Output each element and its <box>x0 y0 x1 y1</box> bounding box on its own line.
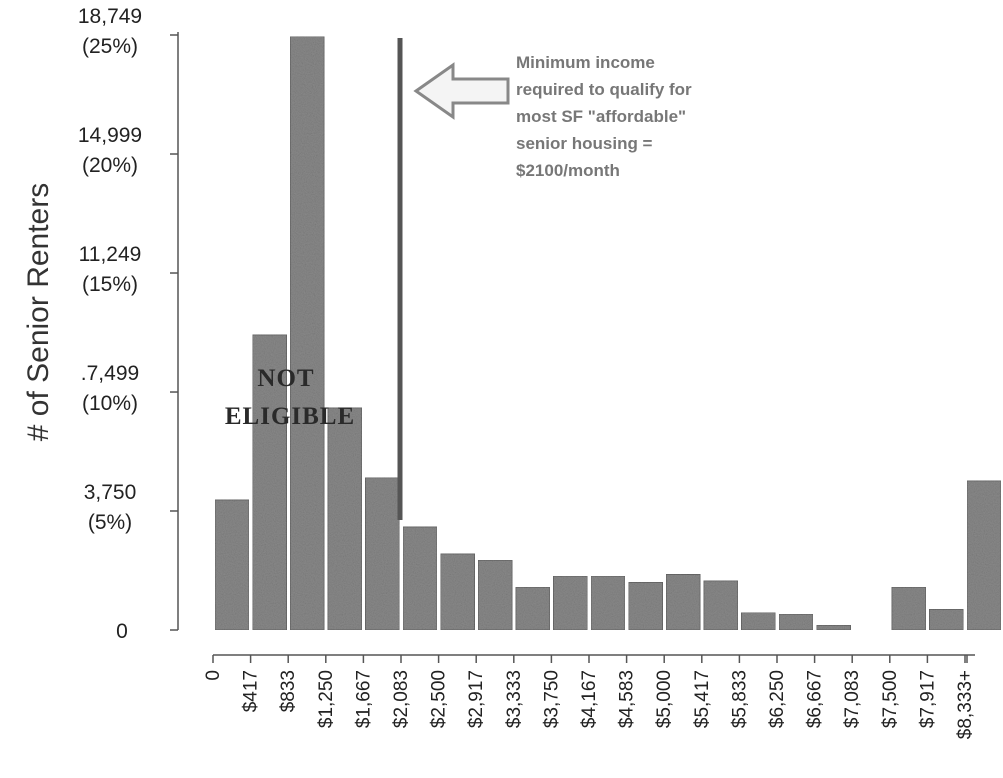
minimum-income-note: Minimum income required to qualify for m… <box>516 53 692 180</box>
bar <box>740 612 776 631</box>
x-tick-label: $1,250 <box>316 670 337 728</box>
bar <box>515 586 551 631</box>
x-tick-label: $8,333+ <box>955 670 976 739</box>
x-tick-label: $4,167 <box>579 670 600 728</box>
x-tick-label: 0 <box>203 670 224 681</box>
y-tick-label: 3,750 <box>84 481 137 504</box>
x-tick-label: $5,833 <box>729 670 750 728</box>
bar <box>252 334 288 631</box>
y-tick-percent: (25%) <box>82 35 138 58</box>
bar <box>816 624 852 631</box>
bar <box>552 575 588 631</box>
x-tick-label: $6,250 <box>767 670 788 728</box>
x-tick-label: $833 <box>278 670 299 712</box>
y-tick-label: 11,249 <box>79 243 142 266</box>
bar <box>703 580 739 631</box>
y-tick-label: 18,749 <box>78 5 142 28</box>
x-tick-label: $2,083 <box>391 670 412 728</box>
note-line: $2100/month <box>516 161 620 180</box>
y-tick-percent: (10%) <box>82 392 138 415</box>
bar <box>628 581 664 631</box>
stamp-line: NOT <box>257 365 314 392</box>
bar <box>966 480 1002 631</box>
x-tick-label: $5,417 <box>692 670 713 728</box>
y-tick-percent: (5%) <box>88 511 132 534</box>
bar <box>665 573 701 631</box>
y-axis-label: # of Senior Renters <box>22 183 55 441</box>
not-eligible-stamp: NOT ELIGIBLE <box>225 365 355 430</box>
y-tick-label: 14,999 <box>78 124 142 147</box>
x-tick-label: $6,667 <box>805 670 826 728</box>
x-tick-label: $2,500 <box>429 670 450 728</box>
bar <box>590 575 626 631</box>
x-tick-label: $2,917 <box>466 670 487 728</box>
y-tick-percent: (15%) <box>82 273 138 296</box>
arrow-icon <box>413 62 510 120</box>
y-tick-percent: (20%) <box>82 154 138 177</box>
x-tick-label: $4,583 <box>617 670 638 728</box>
x-tick-label: $7,500 <box>880 670 901 728</box>
note-line: required to qualify for <box>516 80 692 99</box>
x-tick-label: $7,083 <box>842 670 863 728</box>
y-tick-label: .7,499 <box>81 362 139 385</box>
bar <box>928 608 964 631</box>
bar <box>402 526 438 631</box>
bar <box>778 613 814 631</box>
bar <box>364 477 400 631</box>
x-tick-label: $7,917 <box>917 670 938 728</box>
bar <box>289 36 325 631</box>
x-tick-label: $417 <box>241 670 262 712</box>
note-line: Minimum income <box>516 53 655 72</box>
bar <box>891 586 927 631</box>
note-line: senior housing = <box>516 134 653 153</box>
x-tick-label: $5,000 <box>654 670 675 728</box>
x-tick-label: $3,750 <box>541 670 562 728</box>
bar <box>477 559 513 631</box>
note-line: most SF "affordable" <box>516 107 686 126</box>
bar <box>327 407 363 631</box>
x-tick-label: $3,333 <box>504 670 525 728</box>
bar <box>214 499 250 631</box>
bar <box>440 553 476 631</box>
x-tick-label: $1,667 <box>353 670 374 728</box>
stamp-line: ELIGIBLE <box>225 403 355 430</box>
y-tick-label: 0 <box>116 620 128 643</box>
